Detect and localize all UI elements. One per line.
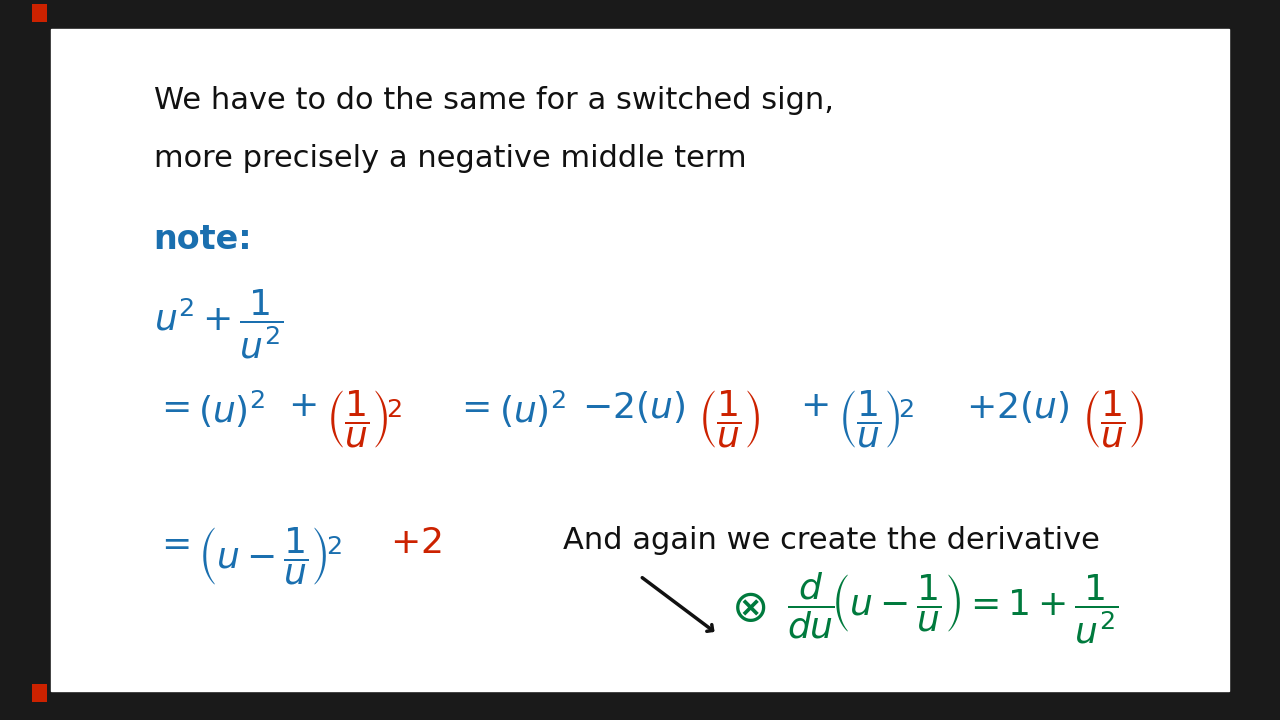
Text: $u^2 + \dfrac{1}{u^2}$: $u^2 + \dfrac{1}{u^2}$ <box>154 288 283 361</box>
FancyBboxPatch shape <box>51 29 1229 691</box>
Text: $-2(u)$: $-2(u)$ <box>582 389 686 425</box>
Text: $+$: $+$ <box>800 389 828 423</box>
Text: $(u)^2$: $(u)^2$ <box>198 389 265 430</box>
Text: note:: note: <box>154 223 252 256</box>
Text: more precisely a negative middle term: more precisely a negative middle term <box>154 144 746 173</box>
Text: $=$: $=$ <box>454 389 490 423</box>
Text: $\left(u - \dfrac{1}{u}\right)^{\!2}$: $\left(u - \dfrac{1}{u}\right)^{\!2}$ <box>198 526 342 588</box>
Text: We have to do the same for a switched sign,: We have to do the same for a switched si… <box>154 86 833 115</box>
Text: And again we create the derivative: And again we create the derivative <box>563 526 1100 554</box>
Text: $+ 2(u)$: $+ 2(u)$ <box>966 389 1070 425</box>
Text: $\left(\dfrac{1}{u}\right)^{\!2}$: $\left(\dfrac{1}{u}\right)^{\!2}$ <box>838 389 915 451</box>
Text: $+2$: $+2$ <box>390 526 442 559</box>
Text: $=$: $=$ <box>154 526 189 559</box>
Text: $\left(\dfrac{1}{u}\right)^{\!2}$: $\left(\dfrac{1}{u}\right)^{\!2}$ <box>326 389 403 451</box>
Text: $\dfrac{d}{du}\!\left(u - \dfrac{1}{u}\right) = 1 + \dfrac{1}{u^2}$: $\dfrac{d}{du}\!\left(u - \dfrac{1}{u}\r… <box>787 571 1119 646</box>
Text: $(u)^2$: $(u)^2$ <box>499 389 566 430</box>
Bar <box>32 4 47 22</box>
Bar <box>32 684 47 702</box>
Text: $\otimes$: $\otimes$ <box>731 587 767 630</box>
Text: $\left(\dfrac{1}{u}\right)$: $\left(\dfrac{1}{u}\right)$ <box>1082 389 1144 451</box>
Text: $=$: $=$ <box>154 389 189 423</box>
Text: $\left(\dfrac{1}{u}\right)$: $\left(\dfrac{1}{u}\right)$ <box>698 389 760 451</box>
Text: $+$: $+$ <box>288 389 316 423</box>
